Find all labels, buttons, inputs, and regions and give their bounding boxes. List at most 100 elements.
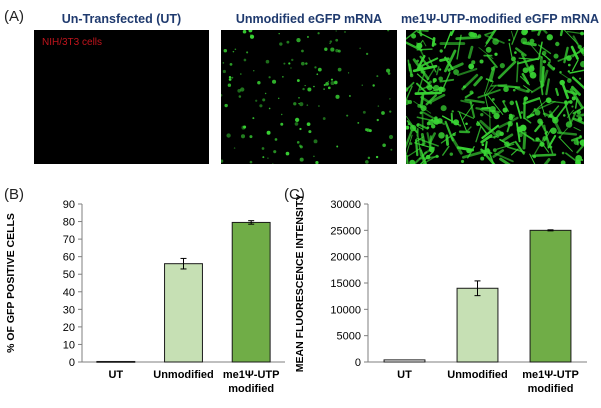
gfp-cell-dot <box>508 113 513 118</box>
gfp-cell-dot <box>365 52 369 56</box>
gfp-cell-dot <box>329 40 333 43</box>
mfi-chart: 0 5000 10000 15000 20000 25000 30000 MEAN FLUOR… <box>294 194 587 395</box>
gfp-cell-dot <box>296 141 300 144</box>
gfp-cell-dot <box>238 95 242 98</box>
gfp-cell-shape <box>435 66 440 76</box>
y-tick-label: 0 <box>69 357 75 369</box>
gfp-cell-shape <box>479 119 500 138</box>
sparse-fluorescence-image <box>221 30 394 164</box>
micrograph-title-modified: me1Ψ-UTP-modified eGFP mRNA <box>400 12 600 26</box>
gfp-cell-shape <box>564 102 572 123</box>
gfp-cell-dot <box>316 73 319 76</box>
gfp-cell-shape <box>445 134 450 146</box>
gfp-cell-dot <box>430 118 434 122</box>
gfp-cell-shape <box>559 30 564 37</box>
gfp-cell-dot <box>406 87 409 92</box>
gfp-cell-dot <box>248 30 253 33</box>
gfp-cell-dot <box>306 122 311 127</box>
gfp-cell-dot <box>322 117 326 120</box>
gfp-cell-dot <box>499 63 505 69</box>
gfp-cell-dot <box>277 97 280 100</box>
gfp-cell-dot <box>438 132 445 139</box>
gfp-cell-dot <box>299 127 302 131</box>
gfp-cell-dot <box>509 100 515 106</box>
gfp-cell-shape <box>419 55 431 69</box>
gfp-cell-dot <box>571 96 576 101</box>
gfp-cell-dot <box>537 118 543 124</box>
gfp-cell-dot <box>334 80 338 85</box>
gfp-cell-dot <box>377 105 380 107</box>
gfp-cell-shape <box>519 75 531 86</box>
gfp-cell-dot <box>313 85 315 88</box>
error-bar <box>474 280 481 297</box>
gfp-cell-dot <box>508 38 511 42</box>
panel-label-c: (C) <box>284 186 305 203</box>
gfp-cell-dot <box>522 67 529 74</box>
gfp-cell-dot <box>290 67 292 69</box>
gfp-cell-dot <box>293 102 297 106</box>
gfp-cell-dot <box>528 65 535 73</box>
gfp-cell-dot <box>387 30 390 32</box>
gfp-cell-dot <box>477 34 482 39</box>
gfp-cell-dot <box>542 136 548 141</box>
gfp-cell-dot <box>315 161 319 164</box>
gfp-cell-dot <box>288 62 291 65</box>
gfp-cell-dot <box>565 121 573 128</box>
gfp-cell-shape <box>418 30 423 37</box>
gfp-cell-dot <box>306 35 309 39</box>
gfp-cell-dot <box>388 134 394 140</box>
gfp-cell-shape <box>547 63 555 71</box>
gfp-cell-shape <box>428 132 436 144</box>
micrograph-untransfected: NIH/3T3 cells <box>34 30 209 164</box>
x-tick-label: Unmodified <box>153 369 214 381</box>
gfp-cell-dot <box>512 88 516 92</box>
gfp-cell-dot <box>453 69 460 75</box>
gfp-cell-dot <box>555 41 560 47</box>
gfp-cell-shape <box>450 30 455 37</box>
gfp-cell-shape <box>545 78 550 96</box>
gfp-cell-shape <box>477 89 501 99</box>
gfp-cell-dot <box>433 118 440 125</box>
gfp-cell-dot <box>272 79 277 84</box>
gfp-cell-dot <box>426 126 430 129</box>
gfp-cell-dot <box>240 73 242 75</box>
gfp-cell-shape <box>499 157 511 164</box>
gfp-cell-dot <box>420 69 425 74</box>
gfp-cell-dot <box>493 136 496 139</box>
gfp-cell-dot <box>308 130 312 134</box>
x-tick-label: UT <box>108 369 123 381</box>
gfp-cell-shape <box>523 85 533 93</box>
gfp-cell-shape <box>514 140 525 155</box>
gfp-cell-shape <box>447 62 464 72</box>
gfp-cell-shape <box>571 76 584 90</box>
y-tick-label: 10000 <box>330 304 361 316</box>
gfp-cell-shape <box>563 46 569 64</box>
gfp-cell-shape <box>488 108 491 131</box>
gfp-cell-shape <box>417 70 426 94</box>
gfp-cell-dot <box>228 78 232 81</box>
error-bar <box>547 229 554 232</box>
gfp-cell-shape <box>419 151 434 164</box>
error-bar <box>180 257 187 270</box>
gfp-cell-dot <box>567 70 570 73</box>
gfp-cell-dot <box>440 105 447 112</box>
gfp-cell-dot <box>532 154 537 159</box>
gfp-cell-dot <box>416 123 420 127</box>
gfp-cell-dot <box>279 42 283 46</box>
bar <box>96 360 136 363</box>
gfp-cell-shape <box>414 91 442 95</box>
gfp-cell-shape <box>570 45 579 60</box>
gfp-cell-dot <box>255 99 258 102</box>
gfp-cell-dot <box>335 38 339 42</box>
gfp-cell-shape <box>456 67 478 77</box>
gfp-cell-shape <box>456 34 462 60</box>
gfp-cell-shape <box>532 100 556 112</box>
gfp-cell-dot <box>480 113 484 117</box>
gfp-cell-dot <box>479 59 484 64</box>
gfp-cell-dot <box>223 48 228 53</box>
gfp-positive-chart: 0 10 20 30 40 50 60 70 80 90 % OF GFP POSITIVE CEL… <box>5 199 285 395</box>
gfp-cell-dot <box>428 146 435 153</box>
gfp-cell-shape <box>555 87 560 97</box>
gfp-cell-shape <box>511 30 519 45</box>
gfp-cell-shape <box>421 155 437 164</box>
